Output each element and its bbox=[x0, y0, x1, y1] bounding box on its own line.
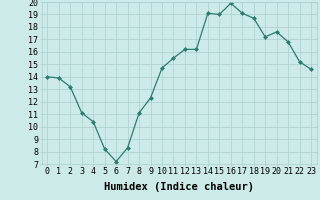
X-axis label: Humidex (Indice chaleur): Humidex (Indice chaleur) bbox=[104, 182, 254, 192]
